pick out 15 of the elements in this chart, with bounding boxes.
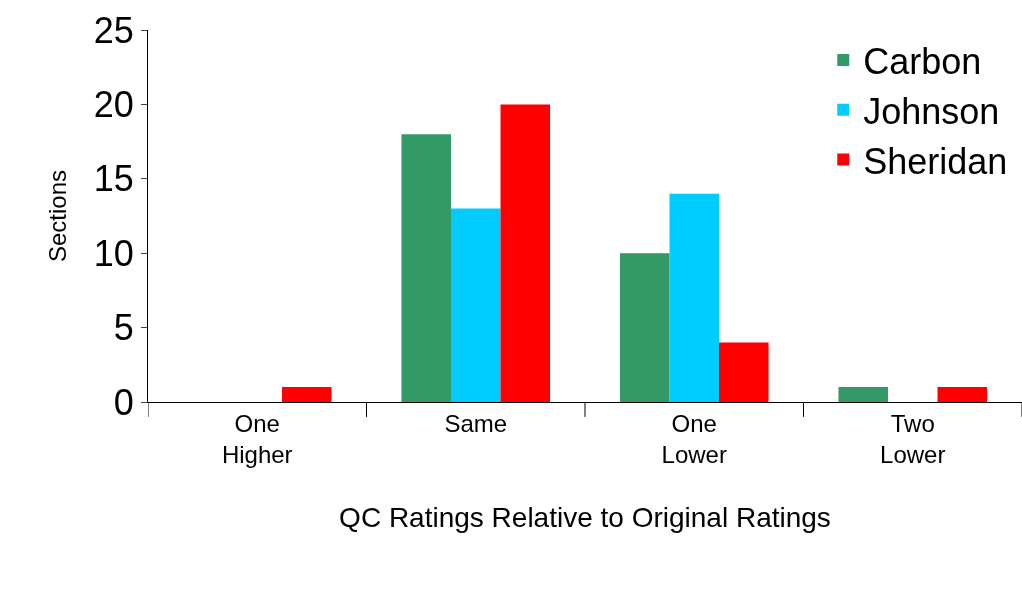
x-tick-label: Same (444, 409, 508, 437)
legend-label: Sheridan (863, 140, 1008, 182)
y-axis-title: Sections (43, 169, 71, 263)
y-tick-label: 10 (93, 232, 134, 274)
y-tick-label: 15 (93, 158, 134, 200)
x-tick-label: One Higher (221, 409, 293, 468)
y-tick-label: 0 (113, 381, 134, 423)
y-tick-label: 5 (113, 307, 134, 349)
x-axis-title: QC Ratings Relative to Original Ratings (339, 502, 831, 534)
x-tick-label: Two Lower (880, 409, 946, 468)
legend-label: Johnson (863, 90, 1000, 132)
y-tick-label: 20 (93, 84, 134, 125)
y-tick-label: 25 (93, 9, 134, 51)
legend-label: Carbon (863, 40, 982, 82)
x-tick-label: One Lower (661, 409, 727, 468)
